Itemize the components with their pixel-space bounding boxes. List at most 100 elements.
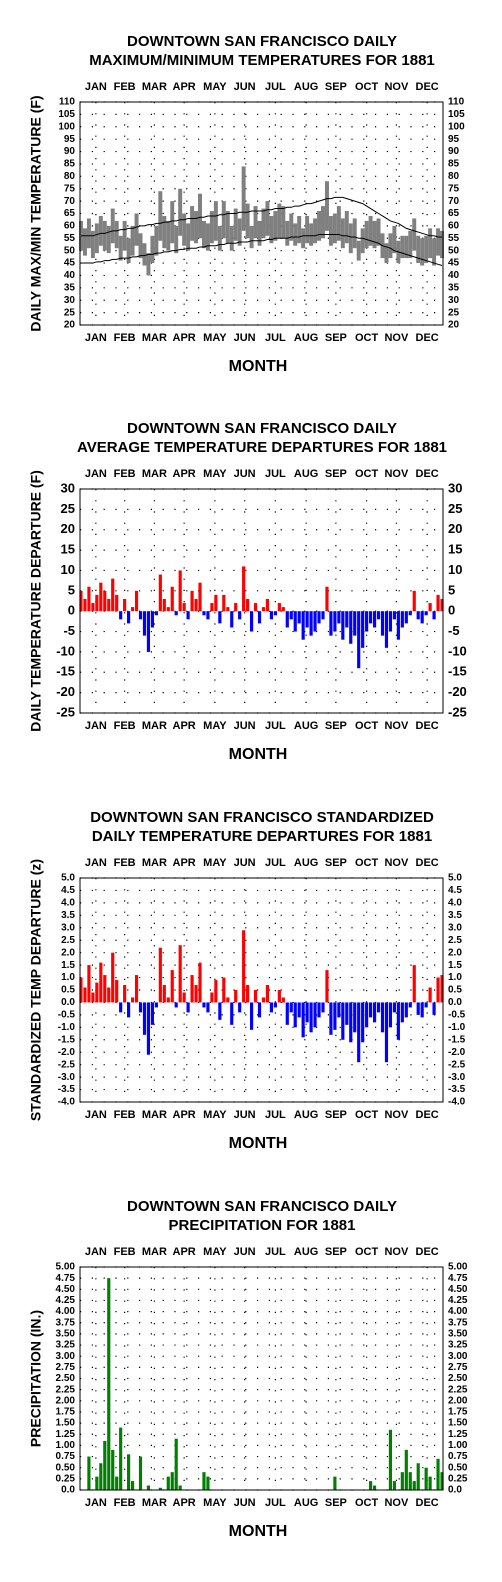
x-tick-label-top: OCT [355, 857, 379, 869]
daily-range [392, 225, 397, 254]
bar [99, 962, 103, 1003]
bar [349, 1002, 353, 1043]
daily-range [412, 218, 417, 251]
bar [388, 1429, 393, 1490]
y-tick-label-right: 0.0 [448, 1485, 462, 1496]
bar [119, 1002, 123, 1013]
daily-range [130, 225, 135, 256]
bar [158, 947, 162, 1003]
x-tick-label: MAR [142, 1109, 167, 1121]
bar [349, 611, 353, 644]
y-tick-label: 35 [64, 282, 76, 293]
y-tick-label: 20 [64, 320, 76, 331]
y-tick-label: 2.5 [61, 935, 75, 946]
daily-range [356, 240, 361, 261]
y-tick-label: 0.5 [61, 985, 75, 996]
bar [142, 611, 147, 636]
bar [408, 1472, 412, 1490]
bar [103, 975, 107, 1003]
y-tick-label-right: 2.75 [448, 1362, 468, 1373]
bar [222, 977, 226, 1003]
bar [285, 611, 289, 628]
y-tick-label: 60 [64, 221, 76, 232]
x-tick-label-top: SEP [325, 857, 347, 869]
x-tick-label-top: MAY [203, 468, 227, 480]
y-tick-label: 25 [64, 307, 76, 318]
bar [127, 1454, 131, 1490]
daily-range [321, 206, 325, 239]
y-tick-label-right: 0.50 [448, 1462, 468, 1473]
bar [329, 1002, 333, 1035]
daily-range [293, 223, 298, 246]
daily-range [324, 181, 329, 231]
x-tick-label-top: JAN [85, 468, 107, 480]
daily-range [205, 223, 210, 251]
x-tick-label-top: JUN [234, 1246, 256, 1258]
y-tick-label-right: -2.5 [448, 1059, 466, 1070]
bar [146, 611, 151, 652]
y-tick-label: -1.0 [58, 1022, 76, 1033]
bar [178, 945, 182, 1003]
bar [107, 1278, 111, 1490]
daily-range [118, 235, 123, 261]
y-tick-label-right: 0 [448, 603, 455, 618]
y-tick-label: 15 [61, 542, 75, 557]
y-tick-label-right: 60 [448, 221, 460, 232]
bar [178, 570, 182, 612]
daily-range [428, 228, 433, 259]
x-tick-label: JAN [85, 1497, 107, 1509]
x-tick-label-top: FEB [114, 857, 136, 869]
bar [341, 1002, 345, 1040]
y-tick-label: 2.25 [56, 1384, 76, 1395]
bar [154, 611, 158, 616]
bar [246, 985, 250, 1003]
y-tick-label: -3.5 [58, 1084, 76, 1095]
y-tick-label: -20 [56, 684, 75, 699]
bar [130, 997, 135, 1003]
x-tick-label-top: APR [173, 1246, 196, 1258]
bar [293, 1002, 297, 1028]
bar [337, 1002, 341, 1018]
bar [238, 611, 242, 620]
bar [380, 1002, 385, 1033]
daily-range [217, 225, 222, 251]
y-tick-label-right: 25 [448, 501, 462, 516]
bar [174, 611, 178, 616]
y-tick-label: 3.00 [56, 1351, 76, 1362]
y-tick-label: 30 [64, 295, 76, 306]
chart-title: AVERAGE TEMPERATURE DEPARTURES FOR 1881 [77, 439, 447, 456]
y-tick-label: -1.5 [58, 1034, 76, 1045]
x-tick-label: OCT [355, 1497, 379, 1509]
x-tick-label: NOV [384, 332, 409, 344]
x-tick-label: JUL [265, 1497, 286, 1509]
x-tick-label: MAY [203, 1109, 227, 1121]
y-tick-label: 65 [64, 208, 76, 219]
bar [317, 1002, 321, 1018]
bar [305, 611, 309, 628]
daily-range [186, 223, 191, 251]
y-tick-label-right: -20 [448, 684, 467, 699]
bar [107, 598, 111, 612]
bar [281, 997, 285, 1003]
x-tick-label-top: JUL [265, 1246, 286, 1258]
x-tick-label: MAR [142, 720, 167, 732]
bar [376, 611, 381, 620]
bar [428, 603, 432, 612]
chart-title: PRECIPITATION FOR 1881 [169, 1217, 356, 1234]
bar [416, 611, 420, 620]
y-tick-label: 5.0 [61, 873, 75, 884]
bar [384, 611, 389, 648]
daily-range [249, 225, 254, 249]
x-tick-label-top: FEB [114, 468, 136, 480]
daily-range [166, 220, 171, 251]
bar [261, 997, 266, 1003]
y-tick-label: -2.0 [58, 1047, 76, 1058]
x-tick-label: SEP [325, 720, 347, 732]
x-tick-label-top: MAR [142, 1246, 167, 1258]
bar [238, 1002, 242, 1013]
bar [170, 586, 174, 612]
daily-range [261, 208, 266, 239]
x-tick-label: JUN [234, 1497, 256, 1509]
x-tick-label: SEP [325, 332, 347, 344]
x-tick-label-top: AUG [294, 857, 318, 869]
